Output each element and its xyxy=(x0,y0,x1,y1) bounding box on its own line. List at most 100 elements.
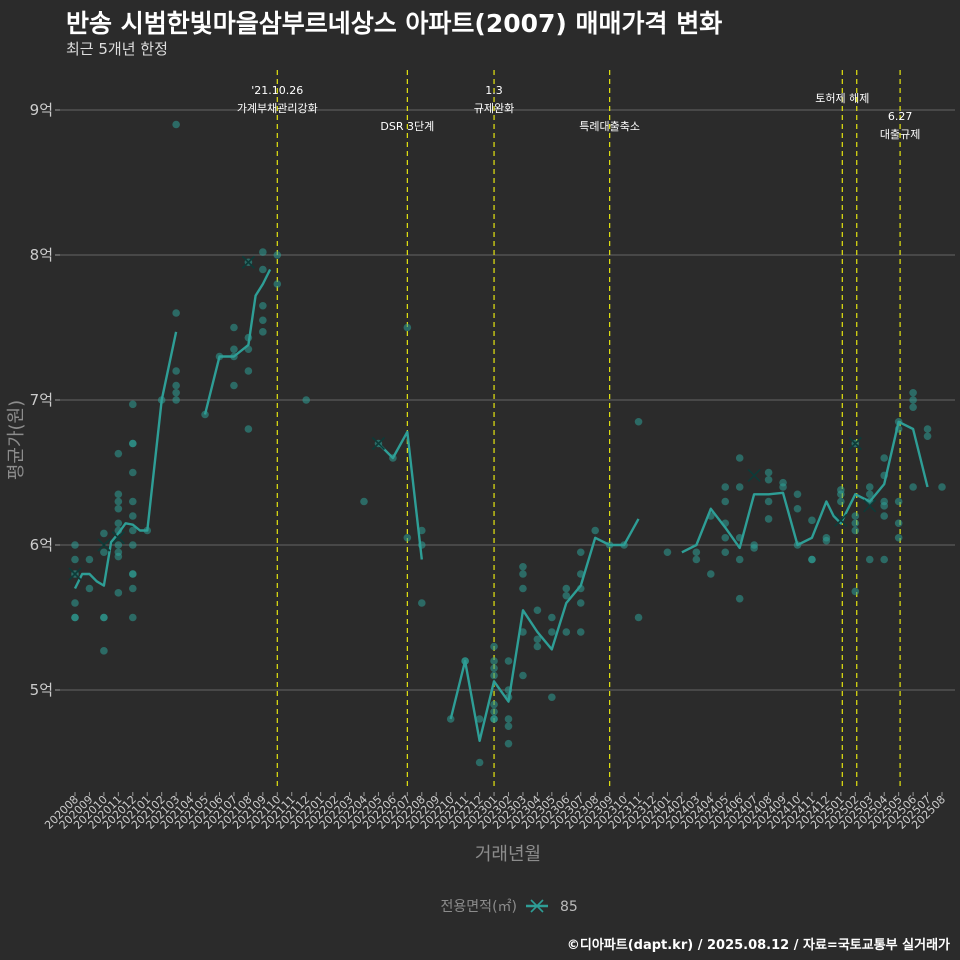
data-point xyxy=(735,594,744,603)
data-point xyxy=(259,328,267,336)
data-point xyxy=(721,548,730,557)
y-axis-title: 평균가(원) xyxy=(6,400,27,480)
data-point xyxy=(490,707,498,716)
data-point xyxy=(114,504,123,513)
data-point xyxy=(634,613,643,622)
event-label-1-0: DSR 3단계 xyxy=(380,120,434,133)
data-point xyxy=(273,280,282,288)
legend-key-marker xyxy=(530,899,544,913)
data-point xyxy=(302,396,311,404)
data-point xyxy=(865,555,874,564)
data-point xyxy=(519,562,527,571)
data-point xyxy=(721,483,730,491)
event-label-2-1: 규제완화 xyxy=(474,102,514,115)
data-point xyxy=(865,490,874,499)
data-point xyxy=(909,483,917,491)
data-point xyxy=(793,504,802,513)
data-point xyxy=(490,700,498,709)
data-point xyxy=(692,555,701,564)
data-point xyxy=(519,570,527,578)
chart-subtitle: 최근 5개년 한정 xyxy=(66,40,168,58)
data-point xyxy=(114,497,123,506)
data-point xyxy=(100,548,108,557)
data-point xyxy=(548,613,556,622)
data-point xyxy=(71,555,79,564)
series-line-segment-4 xyxy=(681,420,929,554)
data-point xyxy=(114,589,123,597)
series-lines xyxy=(73,268,929,742)
data-point xyxy=(114,552,123,561)
data-point xyxy=(230,345,238,354)
data-point xyxy=(504,657,513,665)
data-point xyxy=(533,642,542,651)
data-point xyxy=(360,497,368,506)
data-point xyxy=(909,403,917,412)
data-point xyxy=(230,381,238,390)
data-point xyxy=(880,502,888,510)
data-point xyxy=(129,439,137,448)
data-point xyxy=(851,512,860,520)
data-point xyxy=(808,516,816,525)
series-x-marker-0 xyxy=(68,567,82,581)
data-point xyxy=(721,497,730,506)
data-point xyxy=(129,584,137,593)
data-point xyxy=(85,555,94,564)
y-tick-label-8: 8억 xyxy=(30,246,53,264)
data-point xyxy=(475,758,484,767)
data-point xyxy=(504,739,513,748)
data-point xyxy=(504,715,513,723)
data-point xyxy=(851,519,860,528)
data-point xyxy=(418,599,426,607)
data-point xyxy=(129,468,137,477)
series-x-marker-6 xyxy=(834,513,848,527)
data-point xyxy=(909,388,917,397)
data-point xyxy=(923,432,932,441)
data-point xyxy=(519,671,527,680)
data-point xyxy=(244,425,253,433)
data-point xyxy=(779,483,787,491)
series-markers xyxy=(68,255,877,581)
y-tick-label-9: 9억 xyxy=(30,101,53,119)
data-point xyxy=(764,468,773,477)
data-points xyxy=(71,120,946,767)
data-point xyxy=(129,512,137,520)
data-point xyxy=(764,475,773,484)
data-point xyxy=(894,519,903,528)
data-point xyxy=(576,548,585,557)
data-point xyxy=(909,396,917,404)
data-point xyxy=(880,555,888,564)
data-point xyxy=(129,541,137,549)
series-x-marker-4 xyxy=(371,436,386,451)
data-point xyxy=(548,693,556,702)
grid-lines xyxy=(60,109,955,691)
data-point xyxy=(100,613,108,622)
data-point xyxy=(230,323,238,332)
data-point xyxy=(721,533,730,542)
data-point xyxy=(129,400,137,409)
y-tick-label-5: 5억 xyxy=(30,681,53,699)
data-point xyxy=(172,381,180,390)
data-point xyxy=(576,628,585,636)
data-point xyxy=(591,526,599,535)
data-point xyxy=(490,657,498,665)
source-caption: ©디아파트(dapt.kr) / 2025.08.12 / 자료=국토교통부 실… xyxy=(566,938,950,953)
legend-title: 전용면적(㎡) xyxy=(441,899,517,915)
data-point xyxy=(533,635,542,644)
data-point xyxy=(490,642,498,651)
data-point xyxy=(172,120,180,129)
data-point xyxy=(634,417,643,426)
data-point xyxy=(562,628,571,636)
data-point xyxy=(129,497,137,506)
data-point xyxy=(865,483,874,491)
data-point xyxy=(692,548,701,557)
series-x-marker-3 xyxy=(241,255,255,269)
data-point xyxy=(548,628,556,636)
data-point xyxy=(808,555,816,564)
data-point xyxy=(490,671,498,680)
data-point xyxy=(114,541,123,549)
series-x-marker-1 xyxy=(97,538,111,552)
data-point xyxy=(764,515,773,523)
x-axis-ticks: 2020082020092020102020112020122021012021… xyxy=(42,792,948,832)
